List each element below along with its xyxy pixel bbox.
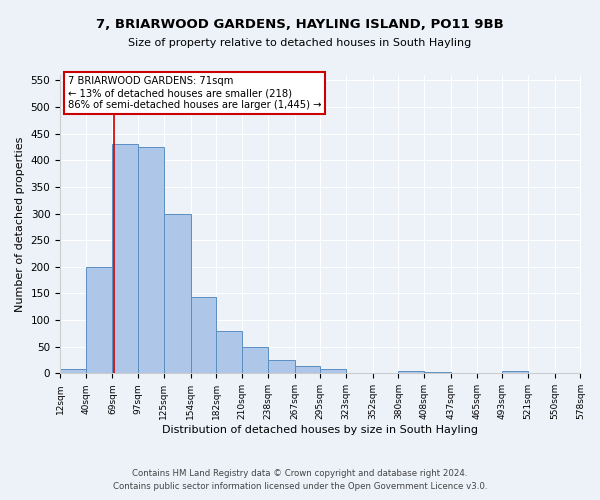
Bar [242, 346, 268, 374]
Y-axis label: Number of detached properties: Number of detached properties [15, 136, 25, 312]
Bar [424, 372, 451, 374]
Bar [86, 267, 112, 374]
X-axis label: Distribution of detached houses by size in South Hayling: Distribution of detached houses by size … [162, 425, 478, 435]
Bar [164, 214, 191, 374]
Bar [112, 144, 138, 374]
Text: Contains HM Land Registry data © Crown copyright and database right 2024.: Contains HM Land Registry data © Crown c… [132, 468, 468, 477]
Text: 7 BRIARWOOD GARDENS: 71sqm
← 13% of detached houses are smaller (218)
86% of sem: 7 BRIARWOOD GARDENS: 71sqm ← 13% of deta… [68, 76, 322, 110]
Bar [268, 360, 295, 374]
Bar [502, 370, 528, 374]
Text: Contains public sector information licensed under the Open Government Licence v3: Contains public sector information licen… [113, 482, 487, 491]
Text: Size of property relative to detached houses in South Hayling: Size of property relative to detached ho… [128, 38, 472, 48]
Bar [398, 370, 424, 374]
Bar [138, 147, 164, 374]
Bar [320, 369, 346, 374]
Bar [191, 297, 217, 374]
Text: 7, BRIARWOOD GARDENS, HAYLING ISLAND, PO11 9BB: 7, BRIARWOOD GARDENS, HAYLING ISLAND, PO… [96, 18, 504, 30]
Bar [295, 366, 320, 374]
Bar [217, 330, 242, 374]
Bar [60, 369, 86, 374]
